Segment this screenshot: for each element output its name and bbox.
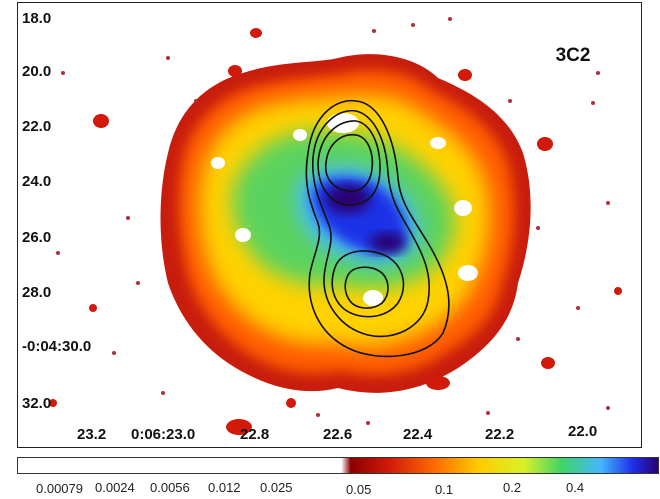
cavity-3: [363, 290, 383, 306]
radio-contours: [305, 99, 450, 358]
point-sources: [56, 17, 610, 425]
contour-outer: [305, 99, 450, 358]
point-source: [606, 201, 610, 205]
contour-6: [344, 266, 389, 309]
colorbar-tick: 0.0056: [150, 480, 190, 495]
cavity-6: [430, 137, 446, 149]
point-source: [316, 413, 320, 417]
knot: [228, 65, 242, 77]
point-source: [508, 99, 512, 103]
x-tick: 22.0: [568, 423, 598, 440]
x-tick: 22.4: [403, 426, 433, 443]
point-source: [372, 29, 376, 33]
knots: [49, 28, 622, 435]
point-source: [486, 411, 490, 415]
image-title: 3C2: [556, 45, 591, 66]
point-source: [591, 101, 595, 105]
knot: [226, 419, 252, 435]
cavity-2: [293, 129, 307, 141]
colorbar-tick: 0.0024: [95, 480, 135, 495]
colorbar-gradient: [17, 457, 659, 474]
x-tick: 0:06:23.0: [131, 426, 196, 443]
x-tick: 23.2: [77, 426, 107, 443]
point-source: [536, 226, 540, 230]
y-tick: 22.0: [22, 118, 52, 135]
point-source: [596, 71, 600, 75]
point-source: [166, 56, 170, 60]
colorbar-tick: 0.05: [346, 482, 372, 497]
colorbar: [17, 457, 659, 474]
y-tick: 32.0: [22, 395, 52, 412]
y-tick: 18.0: [22, 10, 52, 27]
y-tick: -0:04:30.0: [22, 338, 92, 355]
cavity-4: [235, 228, 251, 242]
knot: [93, 114, 109, 128]
colorbar-tick: 0.4: [566, 480, 585, 495]
contour-2: [312, 109, 430, 338]
knot: [250, 28, 262, 38]
cavity-5: [454, 200, 472, 216]
point-source: [194, 99, 198, 103]
point-source: [112, 351, 116, 355]
emission-outer: [160, 54, 531, 393]
point-source: [606, 406, 610, 410]
x-tick: 22.6: [323, 426, 353, 443]
point-source: [126, 216, 130, 220]
image-frame: 3C2: [17, 2, 642, 448]
knot: [541, 357, 555, 369]
colorbar-tick: 0.012: [208, 480, 241, 495]
y-tick: 24.0: [22, 173, 52, 190]
point-source: [448, 17, 452, 21]
knot: [49, 399, 57, 407]
colorbar-tick: 0.00079: [36, 481, 83, 496]
point-source: [136, 281, 140, 285]
x-tick: 22.8: [240, 426, 270, 443]
cavity-8: [211, 157, 225, 169]
contour-5: [331, 250, 405, 318]
y-tick: 20.0: [22, 63, 52, 80]
y-tick: 26.0: [22, 229, 52, 246]
x-tick: 22.2: [485, 426, 515, 443]
point-source: [516, 337, 520, 341]
xray-map: 3C2: [49, 17, 622, 435]
knot: [426, 376, 450, 390]
contour-4: [324, 134, 374, 193]
knot: [537, 137, 553, 151]
point-source: [161, 391, 165, 395]
colorbar-tick: 0.025: [260, 480, 293, 495]
point-source: [61, 71, 65, 75]
y-tick: 28.0: [22, 284, 52, 301]
cavity-7: [458, 265, 478, 281]
point-source: [411, 23, 415, 27]
point-source: [366, 421, 370, 425]
colorbar-tick: 0.2: [503, 480, 522, 495]
point-source: [576, 306, 580, 310]
emission-blue-core: [326, 185, 370, 213]
knot: [286, 398, 296, 408]
point-source: [56, 251, 60, 255]
emission-blue-core-2: [370, 233, 406, 253]
knot: [458, 69, 472, 81]
contour-3: [317, 120, 381, 206]
knot: [614, 287, 622, 295]
colorbar-tick: 0.1: [435, 482, 454, 497]
knot: [89, 304, 97, 312]
